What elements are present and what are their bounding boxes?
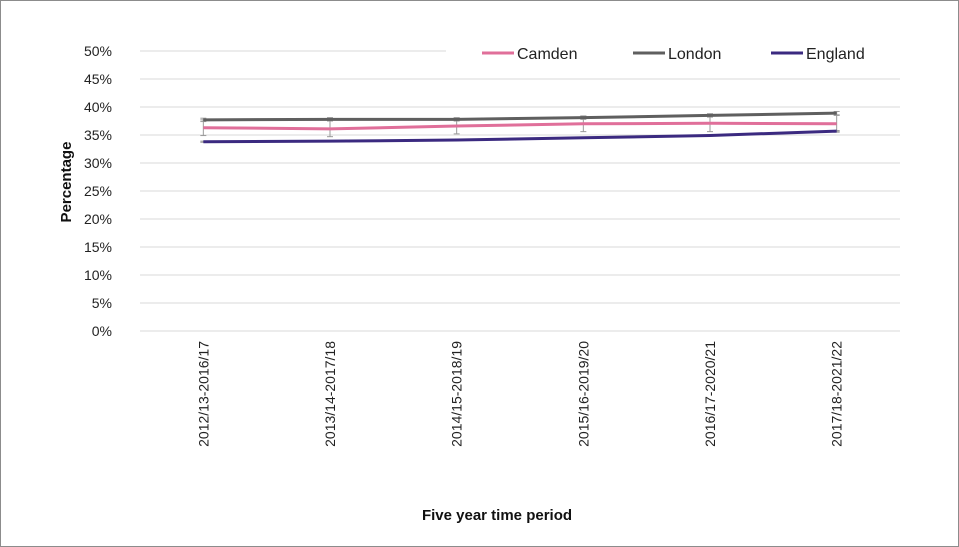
legend-label: England [806,46,865,63]
x-axis-ticks: 2012/13-2016/17 2013/14-2017/18 2014/15-20… [195,341,844,447]
legend-label: London [668,46,721,63]
y-tick-label: 10% [84,267,112,283]
gridlines [140,50,900,332]
y-tick-label: 15% [84,239,112,255]
legend-item-london: London [633,46,721,63]
x-tick-label: 2012/13-2016/17 [195,341,211,447]
legend-item-camden: Camden [482,46,577,63]
y-tick-label: 40% [84,99,112,115]
legend: Camden London England [446,40,900,66]
series-line-london [203,111,837,122]
y-tick-label: 30% [84,155,112,171]
series-line-england [203,129,837,144]
x-tick-label: 2013/14-2017/18 [322,341,338,447]
y-axis-title: Percentage [58,142,75,223]
y-tick-label: 5% [92,295,112,311]
legend-label: Camden [517,46,577,63]
y-tick-label: 0% [92,323,112,339]
series-line-camden [203,121,837,131]
y-tick-label: 50% [84,43,112,59]
y-tick-label: 35% [84,127,112,143]
legend-item-england: England [771,46,865,63]
x-tick-label: 2014/15-2018/19 [449,341,465,447]
x-tick-label: 2016/17-2020/21 [702,341,718,447]
x-tick-label: 2015/16-2019/20 [575,341,591,447]
y-axis-ticks: 0% 5% 10% 15% 20% 25% 30% 35% 40% 45% 50% [84,43,112,339]
x-axis-title: Five year time period [422,507,572,524]
y-tick-label: 20% [84,211,112,227]
y-tick-label: 25% [84,183,112,199]
series-lines [203,111,837,144]
y-tick-label: 45% [84,71,112,87]
x-tick-label: 2017/18-2021/22 [829,341,845,447]
legend-background [446,40,900,66]
